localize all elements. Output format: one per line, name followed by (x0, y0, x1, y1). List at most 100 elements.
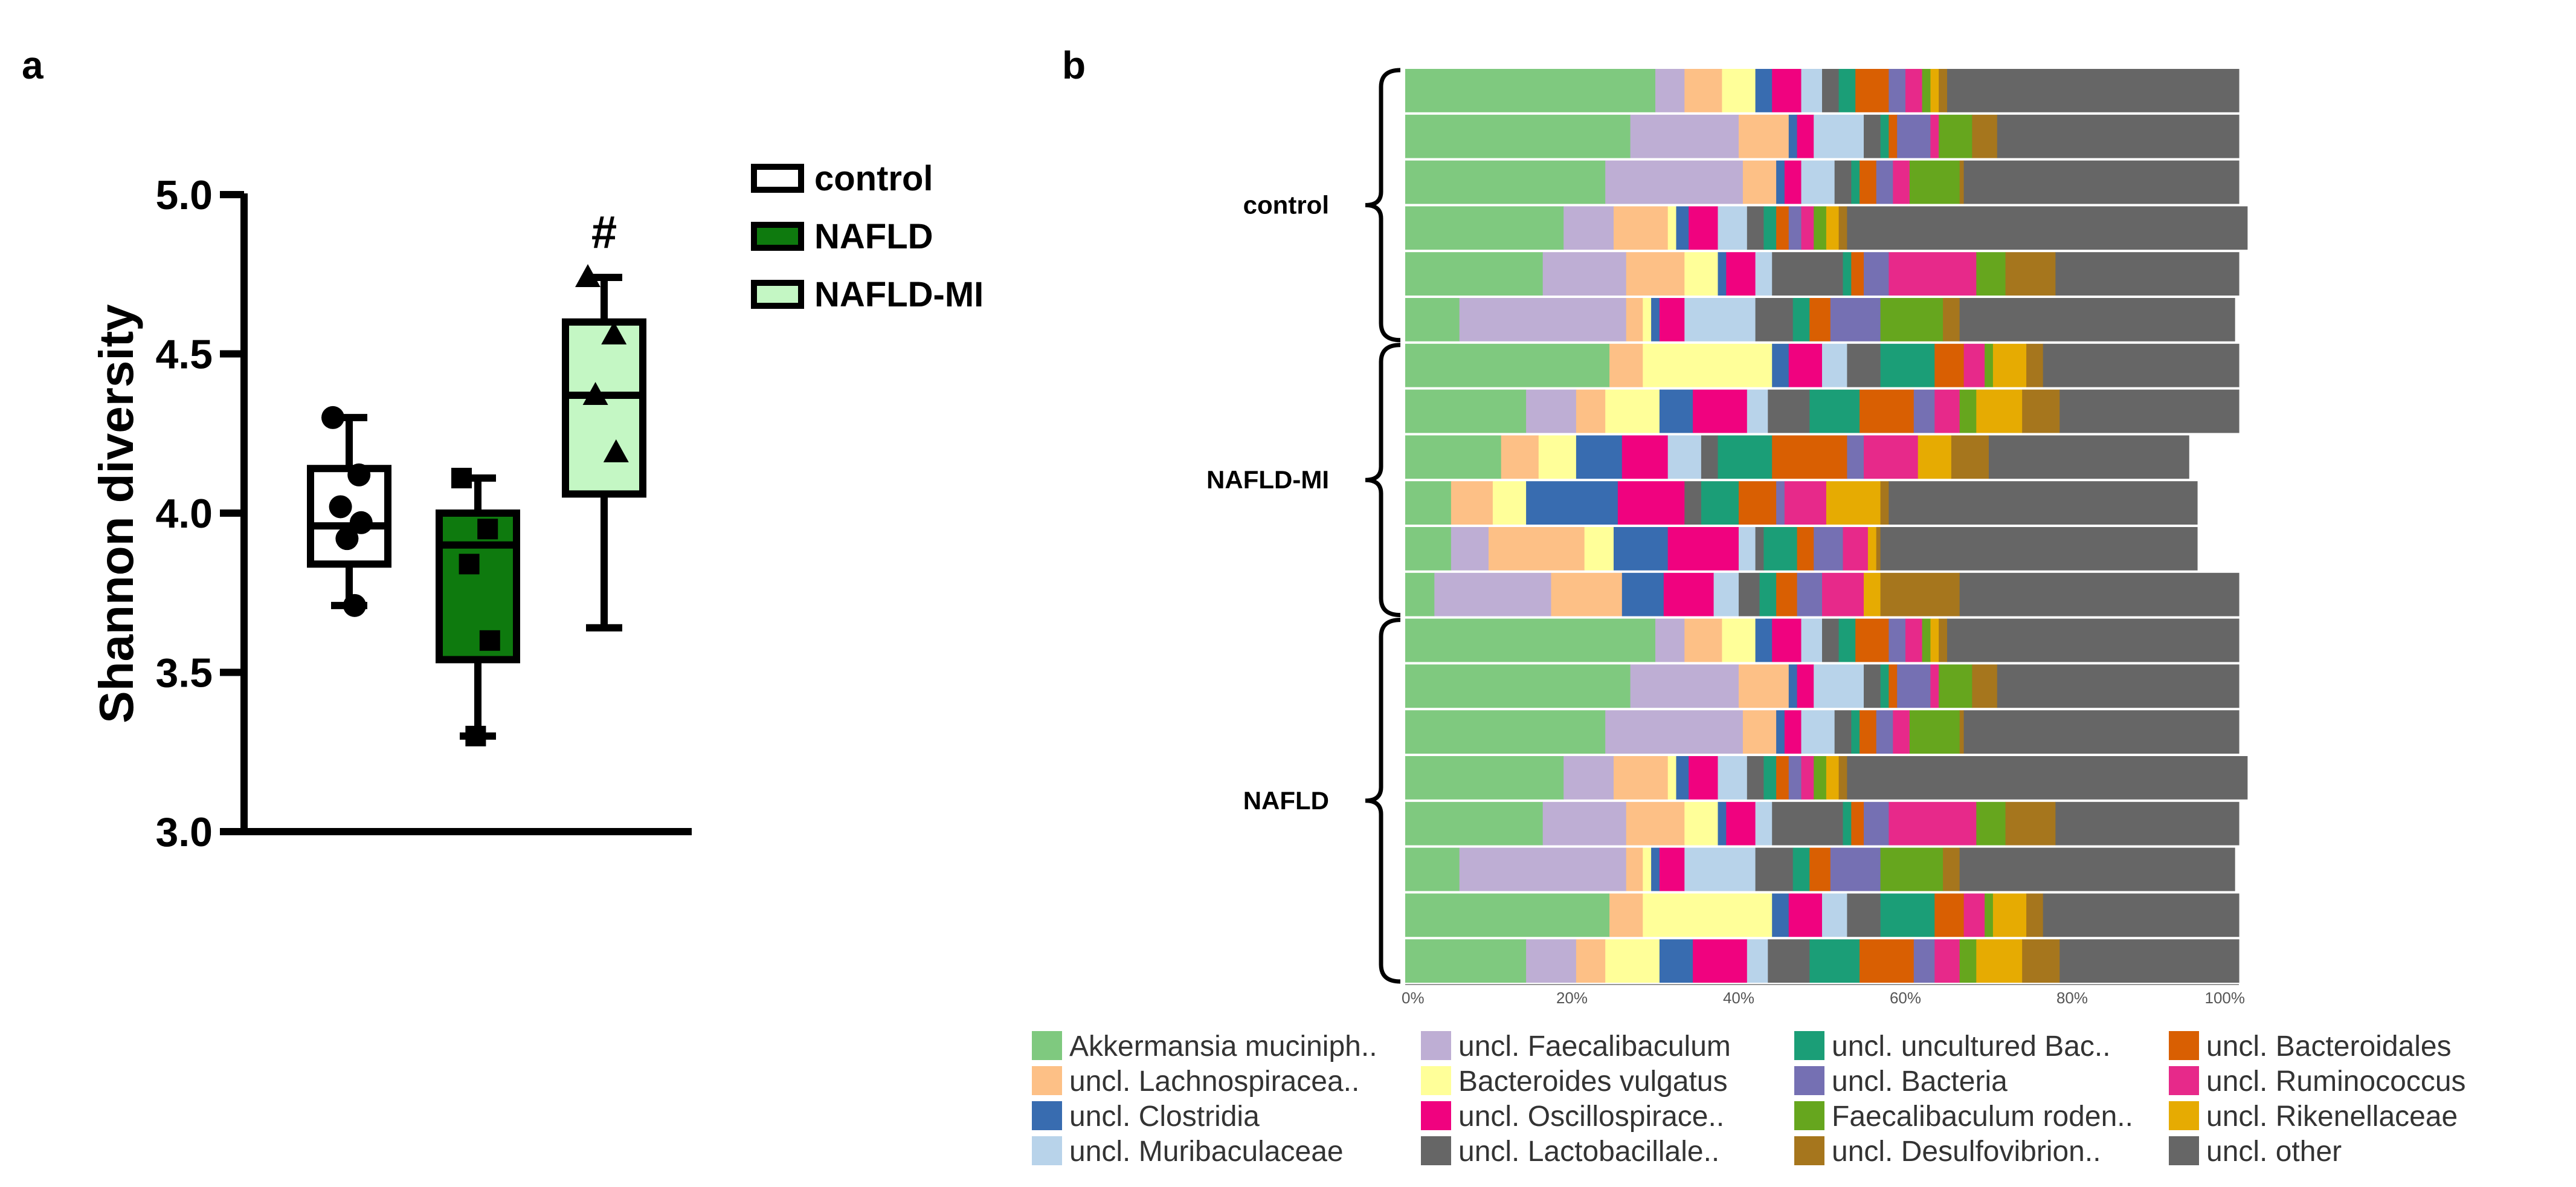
bar-row-10 (1405, 527, 2198, 571)
bar-segment-faecalibaculum-roden (1880, 847, 1943, 891)
bar-segment-uncl-lachnospiracea (1614, 206, 1669, 250)
bar-row-19 (1405, 939, 2240, 983)
bar-segment-uncl-ruminococcus (1889, 801, 1977, 846)
bar-segment-uncl-ruminococcus (1930, 664, 1939, 708)
bar-segment-uncl-desulfovibrion (1959, 710, 1965, 754)
legend-label-uncl-rikenellaceae: uncl. Rikenellaceae (2206, 1101, 2458, 1133)
bar-row-6 (1405, 343, 2240, 387)
bar-segment-uncl-desulfovibrion (1939, 69, 1948, 112)
bar-segment-uncl-uncultured-bac (1792, 298, 1810, 341)
bar-segment-uncl-muribaculaceae (1718, 206, 1748, 250)
legend-label-uncl-other: uncl. other (2206, 1136, 2342, 1168)
bar-segment-uncl-oscillospirace (1663, 572, 1715, 616)
bar-segment-faecalibaculum-roden (1814, 206, 1827, 250)
bar-segment-uncl-bacteroidales (1860, 939, 1914, 983)
bar-segment-uncl-lachnospiracea (1742, 160, 1777, 204)
bar-segment-uncl-bacteroidales (1860, 710, 1877, 754)
bar-segment-uncl-oscillospirace (1797, 664, 1814, 708)
bar-segment-uncl-clostridia (1772, 343, 1789, 387)
bar-segment-uncl-bacteroidales (1776, 756, 1789, 800)
bar-segment-faecalibaculum-roden (1909, 160, 1960, 204)
legend-label-bacteroides-vulgatus: Bacteroides vulgatus (1458, 1066, 1728, 1098)
legend-swatch-uncl-ruminococcus (2169, 1066, 2199, 1095)
bar-segment-bacteroides-vulgatus (1584, 527, 1614, 571)
bar-segment-faecalibaculum-roden (1939, 664, 1972, 708)
bar-segment-uncl-faecalibaculum (1542, 252, 1627, 296)
data-point (329, 495, 352, 519)
bar-segment-uncl-lactobacillale (1772, 801, 1844, 846)
bar-segment-uncl-bacteria (1876, 710, 1893, 754)
data-point (603, 439, 629, 462)
bar-segment-uncl-muribaculaceae (1814, 114, 1864, 158)
legend-swatch-uncl-lactobacillale (1421, 1136, 1451, 1165)
bar-segment-uncl-lachnospiracea (1576, 939, 1606, 983)
bar-segment-uncl-clostridia (1659, 389, 1693, 433)
bar-segment-uncl-bacteria (1913, 389, 1935, 433)
bar-segment-uncl-desulfovibrion (1972, 114, 1998, 158)
bar-segment-uncl-muribaculaceae (1801, 69, 1823, 112)
bar-segment-uncl-faecalibaculum (1563, 206, 1614, 250)
bar-segment-uncl-rikenellaceae (1826, 481, 1881, 525)
bar-row-5 (1405, 298, 2235, 341)
bar-segment-uncl-clostridia (1776, 160, 1785, 204)
legend-label-faecalibaculum-roden: Faecalibaculum roden.. (1832, 1101, 2133, 1133)
bar-segment-uncl-oscillospirace (1617, 481, 1685, 525)
bar-segment-uncl-oscillospirace (1788, 343, 1823, 387)
bar-segment-uncl-lachnospiracea (1609, 343, 1643, 387)
legend-label-uncl-muribaculaceae: uncl. Muribaculaceae (1069, 1136, 1344, 1168)
bar-segment-uncl-lactobacillale (1768, 389, 1810, 433)
bar-segment-uncl-uncultured-bac (1809, 389, 1860, 433)
bar-segment-uncl-other (2043, 893, 2240, 937)
legend-label-uncl-bacteroidales: uncl. Bacteroidales (2206, 1030, 2452, 1062)
bar-segment-uncl-bacteria (1814, 527, 1844, 571)
bar-segment-uncl-lachnospiracea (1739, 114, 1789, 158)
legend-swatch-uncl-bacteria (1794, 1066, 1824, 1095)
bar-row-18 (1405, 893, 2240, 937)
bar-segment-uncl-other (1880, 527, 2198, 571)
bar-segment-uncl-bacteroidales (1776, 572, 1798, 616)
legend-swatch-uncl-oscillospirace (1421, 1101, 1451, 1130)
bar-segment-bacteroides-vulgatus (1538, 435, 1577, 479)
bar-segment-uncl-oscillospirace (1693, 389, 1748, 433)
bar-segment-uncl-other (2055, 252, 2240, 296)
bar-segment-uncl-other (1959, 298, 2235, 341)
bar-segment-faecalibaculum-roden (1959, 389, 1977, 433)
bar-segment-uncl-bacteroidales (1776, 206, 1789, 250)
bar-segment-uncl-lactobacillale (1847, 343, 1881, 387)
x-tick-label-5: 100% (2205, 989, 2246, 1007)
bar-segment-uncl-uncultured-bac (1809, 939, 1860, 983)
legend-label-akkermansia-muciniph: Akkermansia muciniph.. (1069, 1030, 1377, 1062)
bar-segment-uncl-other (2043, 343, 2240, 387)
bar-segment-uncl-lachnospiracea (1684, 69, 1722, 112)
bar-segment-uncl-ruminococcus (1893, 710, 1910, 754)
bar-segment-uncl-bacteroidales (1739, 481, 1777, 525)
bar-segment-uncl-lachnospiracea (1626, 801, 1685, 846)
bar-segment-uncl-bacteroidales (1855, 69, 1889, 112)
bar-segment-uncl-other (2059, 389, 2240, 433)
bar-segment-uncl-rikenellaceae (1867, 527, 1877, 571)
bar-segment-uncl-lactobacillale (1739, 572, 1760, 616)
legend-swatch-akkermansia-muciniph (1032, 1031, 1062, 1060)
y-tick-label-1: 3.5 (155, 650, 213, 696)
bar-segment-uncl-faecalibaculum (1459, 847, 1627, 891)
bar-segment-uncl-other (1959, 847, 2235, 891)
bar-segment-uncl-muribaculaceae (1684, 298, 1756, 341)
group-label-control: control (1243, 190, 1329, 219)
bar-segment-uncl-bacteroidales (1860, 389, 1914, 433)
bar-segment-faecalibaculum-roden (1922, 618, 1931, 662)
bar-segment-uncl-desulfovibrion (2026, 893, 2044, 937)
legend-swatch-uncl-desulfovibrion (1794, 1136, 1824, 1165)
bar-segment-akkermansia-muciniph (1405, 710, 1606, 754)
data-point (347, 463, 371, 487)
bar-segment-uncl-lachnospiracea (1551, 572, 1623, 616)
bar-segment-uncl-bacteria (1897, 664, 1931, 708)
taxa-legend: Akkermansia muciniph.. uncl. Lachnospirac… (1032, 1030, 2466, 1168)
data-point (459, 554, 480, 575)
bar-row-13 (1405, 664, 2240, 708)
bar-segment-bacteroides-vulgatus (1684, 801, 1719, 846)
legend-label-uncl-bacteria: uncl. Bacteria (1832, 1066, 2008, 1098)
bar-segment-uncl-ruminococcus (1934, 389, 1960, 433)
bar-segment-akkermansia-muciniph (1405, 206, 1564, 250)
bar-segment-faecalibaculum-roden (1959, 939, 1977, 983)
bar-row-1 (1405, 114, 2240, 158)
